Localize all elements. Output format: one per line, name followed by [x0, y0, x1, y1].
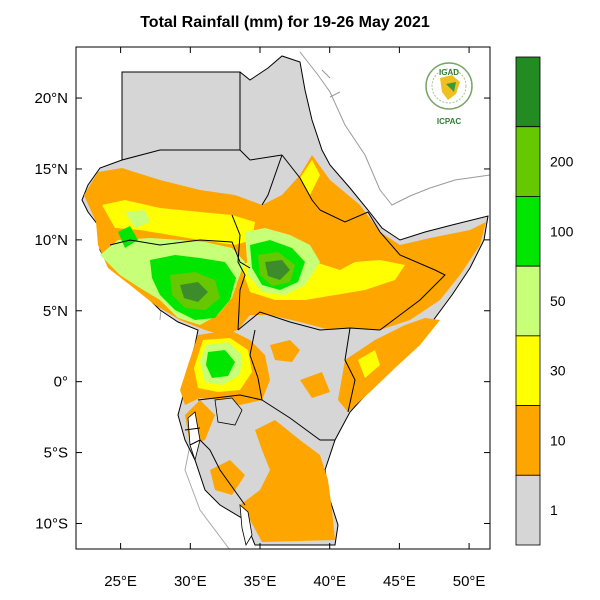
x-axis: 25°E 30°E 35°E 40°E 45°E 50°E: [104, 47, 485, 590]
colorbar-label: 1: [550, 502, 558, 518]
colorbar-bin: [515, 335, 541, 406]
logo-top-text: IGAD: [439, 68, 459, 77]
colorbar-label: 50: [550, 293, 566, 309]
colorbar-bin: [515, 56, 541, 128]
x-tick-label: 40°E: [313, 573, 346, 590]
colorbar-label: 200: [550, 154, 574, 170]
country-borders: [109, 72, 446, 506]
colorbar-label: 30: [550, 363, 566, 379]
colorbar-label: 100: [550, 223, 574, 239]
x-tick-label: 30°E: [174, 573, 207, 590]
colorbar: 200 100 50 30 10 1: [515, 56, 574, 546]
colorbar-bin: [515, 265, 541, 337]
red-sea-islands: [321, 69, 341, 98]
colorbar-bin: [515, 196, 541, 267]
x-tick-label: 25°E: [104, 573, 137, 590]
y-axis: 20°N 15°N 10°N 5°N 0° 5°S 10°S: [34, 90, 490, 532]
x-tick-label: 45°E: [383, 573, 416, 590]
y-tick-label: 15°N: [34, 161, 68, 178]
chart-title: Total Rainfall (mm) for 19-26 May 2021: [140, 14, 430, 31]
colorbar-label: 10: [550, 432, 566, 448]
x-tick-label: 50°E: [453, 573, 486, 590]
arabian-coastline: [299, 51, 490, 206]
y-tick-label: 10°N: [34, 232, 68, 249]
x-tick-label: 35°E: [244, 573, 277, 590]
logo-leaf-icon: [446, 82, 456, 92]
map-frame: [75, 46, 491, 550]
rain-200-plus: [180, 260, 290, 302]
lake-tanganyika: [187, 411, 201, 462]
colorbar-bin: [515, 474, 541, 546]
lake-victoria: [214, 397, 243, 426]
logo-bottom-text: ICPAC: [437, 117, 462, 126]
logo-inner-ring: [431, 68, 467, 104]
colorbar-bin: [515, 126, 541, 197]
y-tick-label: 5°N: [43, 303, 68, 320]
y-tick-label: 10°S: [35, 515, 68, 532]
y-tick-label: 20°N: [34, 90, 68, 107]
map-layer: [81, 51, 490, 549]
igad-logo: IGAD ICPAC: [425, 62, 473, 126]
y-tick-label: 0°: [54, 374, 68, 391]
lake-malawi: [239, 504, 253, 547]
colorbar-bin: [515, 405, 541, 476]
y-tick-label: 5°S: [44, 445, 68, 462]
